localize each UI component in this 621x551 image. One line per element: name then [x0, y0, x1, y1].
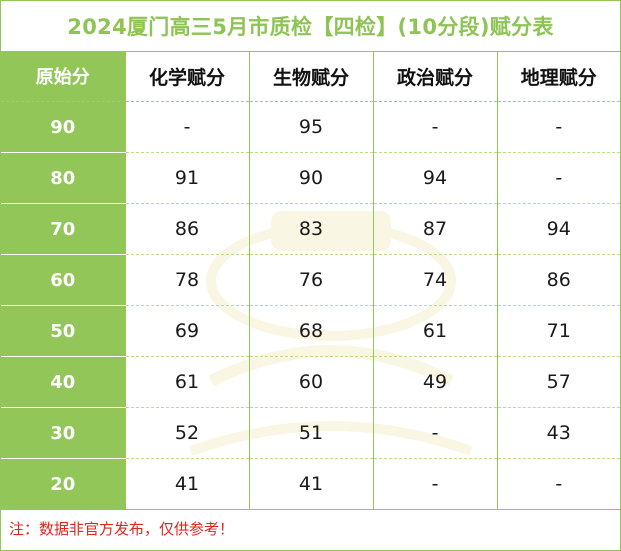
raw-score-cell: 90 [1, 101, 126, 153]
biology-cell: 76 [249, 254, 374, 306]
raw-score-cell: 40 [1, 356, 126, 408]
score-table: 原始分 化学赋分 生物赋分 政治赋分 地理赋分 90 - 95 - - 80 9… [1, 51, 620, 510]
politics-cell: - [373, 407, 498, 459]
biology-cell: 83 [249, 203, 374, 255]
politics-cell: 74 [373, 254, 498, 306]
disclaimer-note: 注：数据非官方发布，仅供参考！ [9, 519, 235, 538]
geography-cell: - [497, 152, 620, 204]
header-politics: 政治赋分 [373, 51, 498, 102]
chemistry-cell: 52 [125, 407, 250, 459]
table-row: 90 - 95 - - [1, 101, 620, 153]
biology-cell: 68 [249, 305, 374, 357]
raw-score-cell: 60 [1, 254, 126, 306]
header-geography: 地理赋分 [497, 51, 620, 102]
geography-cell: 94 [497, 203, 620, 255]
chemistry-cell: - [125, 101, 250, 153]
table-row: 20 41 41 - - [1, 458, 620, 510]
politics-cell: 61 [373, 305, 498, 357]
chemistry-cell: 91 [125, 152, 250, 204]
raw-score-cell: 80 [1, 152, 126, 204]
politics-cell: 87 [373, 203, 498, 255]
table-row: 40 61 60 49 57 [1, 356, 620, 408]
table-row: 50 69 68 61 71 [1, 305, 620, 357]
table-row: 80 91 90 94 - [1, 152, 620, 204]
raw-score-cell: 50 [1, 305, 126, 357]
politics-cell: 49 [373, 356, 498, 408]
raw-score-cell: 20 [1, 458, 126, 510]
biology-cell: 90 [249, 152, 374, 204]
table-row: 70 86 83 87 94 [1, 203, 620, 255]
politics-cell: 94 [373, 152, 498, 204]
geography-cell: 86 [497, 254, 620, 306]
chemistry-cell: 69 [125, 305, 250, 357]
biology-cell: 95 [249, 101, 374, 153]
chemistry-cell: 61 [125, 356, 250, 408]
raw-score-cell: 70 [1, 203, 126, 255]
raw-score-cell: 30 [1, 407, 126, 459]
geography-cell: - [497, 458, 620, 510]
politics-cell: - [373, 458, 498, 510]
page-title: 2024厦门高三5月市质检【四检】(10分段)赋分表 [1, 1, 620, 52]
chemistry-cell: 86 [125, 203, 250, 255]
table-row: 60 78 76 74 86 [1, 254, 620, 306]
header-biology: 生物赋分 [249, 51, 374, 102]
geography-cell: - [497, 101, 620, 153]
chemistry-cell: 41 [125, 458, 250, 510]
geography-cell: 57 [497, 356, 620, 408]
header-chemistry: 化学赋分 [125, 51, 250, 102]
geography-cell: 43 [497, 407, 620, 459]
biology-cell: 60 [249, 356, 374, 408]
politics-cell: - [373, 101, 498, 153]
chemistry-cell: 78 [125, 254, 250, 306]
header-raw-score: 原始分 [1, 51, 126, 102]
biology-cell: 41 [249, 458, 374, 510]
biology-cell: 51 [249, 407, 374, 459]
geography-cell: 71 [497, 305, 620, 357]
header-row: 原始分 化学赋分 生物赋分 政治赋分 地理赋分 [1, 51, 620, 102]
table-row: 30 52 51 - 43 [1, 407, 620, 459]
